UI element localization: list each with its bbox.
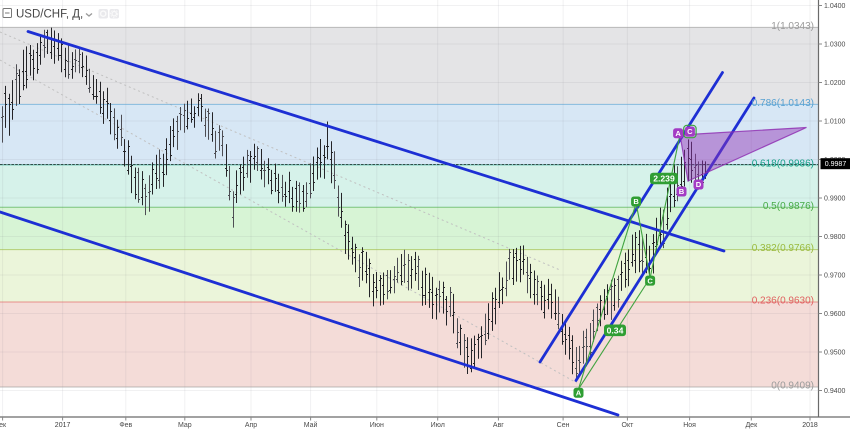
svg-text:Май: Май <box>304 421 318 429</box>
svg-text:USD/CHF, Д,: USD/CHF, Д, <box>16 9 83 21</box>
svg-text:C: C <box>687 127 693 136</box>
svg-text:C: C <box>647 276 653 285</box>
svg-text:0.236(0.9630): 0.236(0.9630) <box>752 296 814 307</box>
svg-text:A: A <box>576 389 582 398</box>
svg-text:0.382(0.9766): 0.382(0.9766) <box>752 243 814 254</box>
svg-text:0(0.9409): 0(0.9409) <box>771 381 814 392</box>
svg-text:0.9700: 0.9700 <box>824 273 846 280</box>
svg-text:Окт: Окт <box>622 422 635 429</box>
svg-text:B: B <box>679 187 685 196</box>
svg-text:1.0300: 1.0300 <box>824 42 846 49</box>
svg-text:1(1.0343): 1(1.0343) <box>771 21 814 32</box>
svg-text:0.5(0.9876): 0.5(0.9876) <box>763 201 814 212</box>
svg-text:Июл: Июл <box>431 422 445 429</box>
svg-text:Сен: Сен <box>557 422 570 429</box>
svg-text:Апр: Апр <box>245 422 257 429</box>
svg-text:2018: 2018 <box>802 422 818 429</box>
svg-text:Ноя: Ноя <box>683 422 696 429</box>
svg-text:0.9800: 0.9800 <box>824 234 846 241</box>
svg-text:A: A <box>675 129 681 138</box>
svg-text:Мар: Мар <box>178 422 192 429</box>
svg-text:0.9600: 0.9600 <box>824 311 846 318</box>
svg-text:0.618(0.9986): 0.618(0.9986) <box>752 159 814 170</box>
svg-text:Фев: Фев <box>119 422 132 429</box>
svg-text:1.0400: 1.0400 <box>824 3 846 10</box>
svg-text:0.9400: 0.9400 <box>824 388 846 395</box>
svg-text:2.239: 2.239 <box>653 174 675 184</box>
svg-text:0.9500: 0.9500 <box>824 350 846 357</box>
svg-text:1.0100: 1.0100 <box>824 119 846 126</box>
svg-text:ек: ек <box>0 422 7 429</box>
svg-text:2017: 2017 <box>55 422 71 429</box>
svg-text:Июн: Июн <box>370 422 384 429</box>
svg-text:0.9987: 0.9987 <box>825 161 847 168</box>
svg-text:0.786(1.0143): 0.786(1.0143) <box>752 98 814 109</box>
svg-text:0.34: 0.34 <box>607 325 624 335</box>
svg-text:0.9900: 0.9900 <box>824 196 846 203</box>
svg-text:Авг: Авг <box>493 422 504 429</box>
svg-text:1.0200: 1.0200 <box>824 80 846 87</box>
svg-text:B: B <box>633 197 639 206</box>
svg-text:Дек: Дек <box>745 422 758 429</box>
svg-text:D: D <box>696 180 702 189</box>
